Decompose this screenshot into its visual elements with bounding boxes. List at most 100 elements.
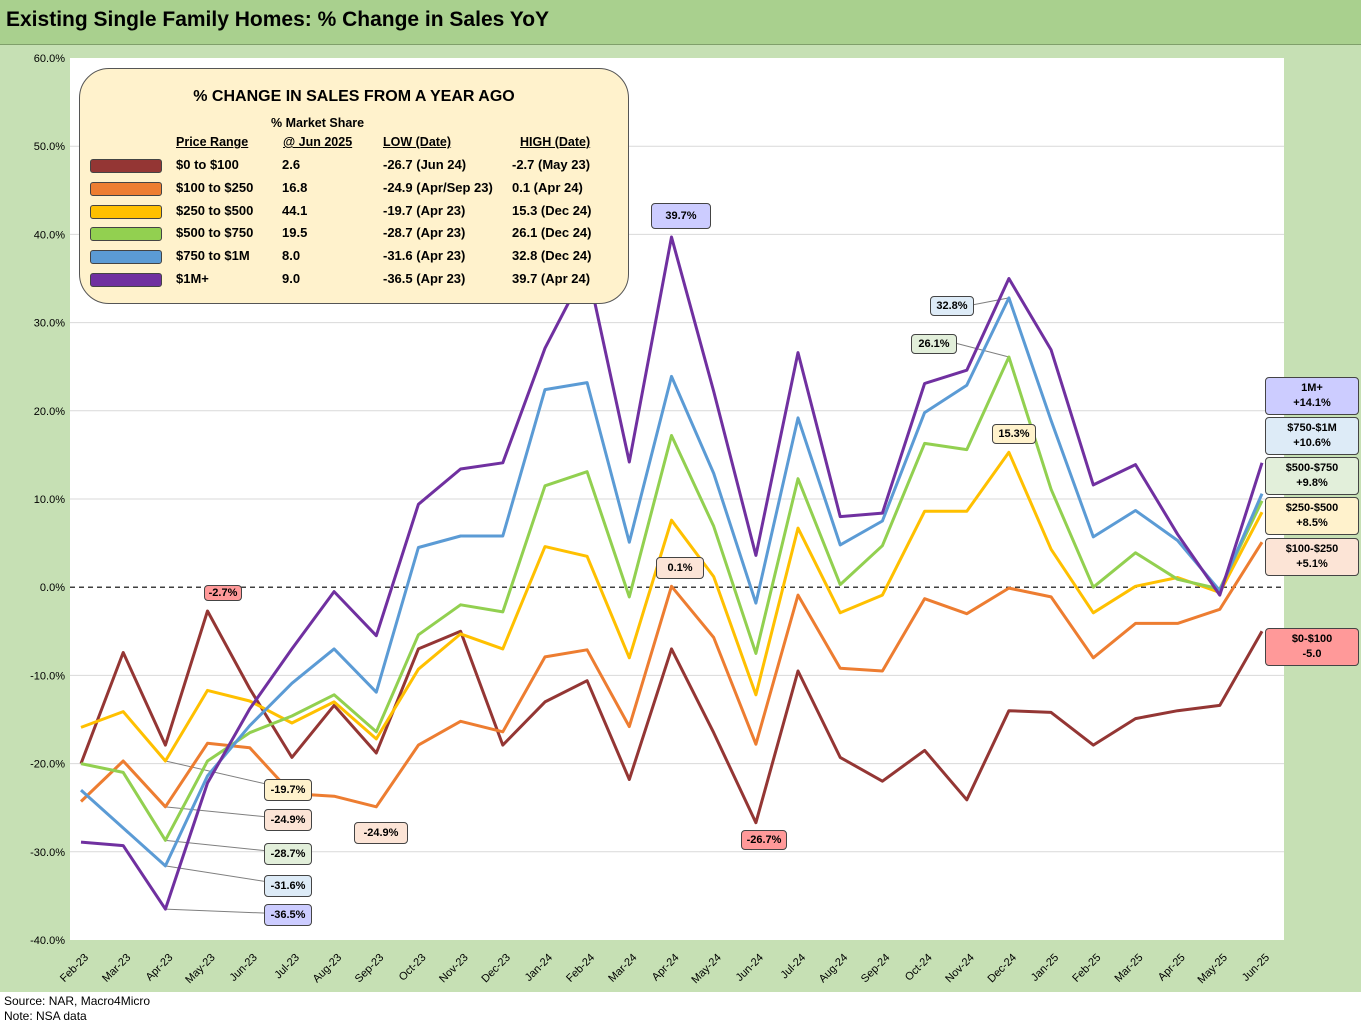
y-tick-label: 50.0% [34, 141, 65, 153]
y-tick-label: 30.0% [34, 318, 65, 330]
legend-low: -26.7 (Jun 24) [383, 157, 467, 172]
legend-high: 39.7 (Apr 24) [512, 271, 591, 286]
x-tick-label: Feb-23 [58, 952, 91, 985]
end-label-line2: +14.1% [1293, 397, 1331, 409]
x-tick-label: Apr-24 [650, 952, 682, 984]
legend-swatch [90, 273, 162, 287]
x-tick-label: Aug-23 [311, 952, 345, 986]
x-tick-label: Nov-23 [437, 952, 471, 986]
data-note: Note: NSA data [4, 1009, 87, 1023]
x-tick-label: May-25 [1196, 952, 1230, 986]
end-label-500-750: $500-$750 +9.8% [1265, 457, 1359, 495]
series-line [79, 609, 1264, 825]
legend-header-price-range: Price Range [176, 135, 249, 149]
legend-range: $0 to $100 [176, 157, 239, 172]
legend-range: $750 to $1M [176, 248, 250, 263]
end-label-line2: +5.1% [1296, 558, 1328, 570]
end-label-line1: $750-$1M [1287, 422, 1337, 434]
legend-swatch [90, 227, 162, 241]
y-tick-label: -20.0% [30, 759, 65, 771]
end-label-0-100: $0-$100 -5.0 [1265, 628, 1359, 666]
legend-range: $100 to $250 [176, 180, 254, 195]
x-tick-label: May-24 [689, 952, 723, 986]
legend-title: % CHANGE IN SALES FROM A YEAR AGO [193, 88, 515, 105]
legend-share: 2.6 [282, 157, 301, 172]
x-tick-label: Jun-24 [734, 952, 766, 984]
source-note: Source: NAR, Macro4Micro [4, 994, 151, 1008]
x-tick-label: May-23 [183, 952, 217, 986]
end-label-750-1m: $750-$1M +10.6% [1265, 417, 1359, 455]
y-tick-label: 20.0% [34, 406, 65, 418]
y-tick-label: 60.0% [34, 53, 65, 65]
x-tick-label: Sep-24 [859, 952, 893, 986]
legend-share: 44.1 [282, 203, 308, 218]
legend-row: $500 to $750 19.5 -28.7 (Apr 23) 26.1 (D… [80, 223, 628, 243]
end-label-line1: $250-$500 [1285, 502, 1339, 514]
callout-label: -28.7% [264, 843, 312, 865]
legend-share: 19.5 [282, 225, 308, 240]
legend-row: $100 to $250 16.8 -24.9 (Apr/Sep 23) 0.1… [80, 178, 628, 198]
callout-label: 26.1% [911, 334, 957, 354]
x-tick-label: Jun-25 [1240, 952, 1272, 984]
x-tick-label: Jun-23 [228, 952, 260, 984]
x-tick-label: Jul-23 [272, 952, 302, 982]
legend-share: 9.0 [282, 271, 301, 286]
leader-line [954, 342, 1010, 358]
x-tick-label: Apr-23 [144, 952, 176, 984]
x-tick-label: Jul-24 [778, 952, 808, 982]
legend-row: $250 to $500 44.1 -19.7 (Apr 23) 15.3 (D… [80, 201, 628, 221]
x-axis-tick-labels: Feb-23 Mar-23 Apr-23 May-23 Jun-23 Jul-23 Aug-… [58, 952, 1272, 986]
y-tick-label: 0.0% [40, 582, 65, 594]
y-tick-label: 40.0% [34, 229, 65, 241]
legend-high: 15.3 (Dec 24) [512, 203, 592, 218]
chart-title: Existing Single Family Homes: % Change i… [6, 8, 550, 31]
legend-swatch [90, 159, 162, 173]
title-bar: Existing Single Family Homes: % Change i… [0, 0, 1361, 45]
legend-header-low: LOW (Date) [383, 135, 452, 149]
legend-header-share-line1: % Market Share [271, 116, 365, 130]
legend-range: $250 to $500 [176, 203, 254, 218]
x-tick-label: Dec-23 [479, 952, 513, 986]
y-tick-label: -40.0% [30, 935, 65, 947]
callout-label: -36.5% [264, 904, 312, 926]
end-label-line2: -5.0 [1302, 648, 1322, 660]
callout-label: -26.7% [741, 830, 787, 850]
end-label-1m-plus: 1M+ +14.1% [1265, 377, 1359, 415]
x-tick-label: Mar-24 [606, 952, 639, 985]
series-line [80, 355, 1264, 842]
y-axis-tick-labels: 60.0% 50.0% 40.0% 30.0% 20.0% 10.0% 0.0% -10.0%… [30, 53, 65, 947]
x-tick-label: Mar-23 [100, 952, 133, 985]
legend-range: $1M+ [176, 271, 209, 286]
legend-low: -36.5 (Apr 23) [383, 271, 466, 286]
x-tick-label: Feb-25 [1070, 952, 1103, 985]
x-tick-label: Mar-25 [1112, 952, 1145, 985]
legend-high: -2.7 (May 23) [512, 157, 591, 172]
series-line [79, 296, 1264, 868]
x-tick-label: Oct-23 [397, 952, 429, 984]
legend-row: $0 to $100 2.6 -26.7 (Jun 24) -2.7 (May … [80, 155, 628, 175]
end-label-line2: +10.6% [1293, 437, 1331, 449]
x-tick-label: Aug-24 [817, 952, 851, 986]
legend-swatch [90, 182, 162, 196]
legend-low: -28.7 (Apr 23) [383, 225, 466, 240]
end-label-250-500: $250-$500 +8.5% [1265, 497, 1359, 535]
legend-low: -24.9 (Apr/Sep 23) [383, 180, 493, 195]
legend-header-share-line2: @ Jun 2025 [283, 135, 353, 149]
callout-label: 32.8% [930, 296, 974, 316]
legend-table: % CHANGE IN SALES FROM A YEAR AGO Price … [79, 68, 629, 304]
callout-label: 0.1% [656, 557, 704, 579]
x-tick-label: Dec-24 [985, 952, 1019, 986]
end-label-line2: +8.5% [1296, 517, 1328, 529]
end-label-line2: +9.8% [1296, 477, 1328, 489]
callout-label: -24.9% [264, 809, 312, 831]
series-lines [79, 235, 1264, 911]
series-line [80, 450, 1264, 763]
callout-label: -24.9% [354, 822, 408, 844]
legend-swatch [90, 205, 162, 219]
x-tick-label: Nov-24 [943, 952, 977, 986]
series-line [80, 235, 1264, 911]
end-label-line1: $100-$250 [1285, 543, 1339, 555]
end-label-line1: $0-$100 [1291, 633, 1333, 645]
end-label-line1: 1M+ [1301, 382, 1323, 394]
legend-low: -31.6 (Apr 23) [383, 248, 466, 263]
